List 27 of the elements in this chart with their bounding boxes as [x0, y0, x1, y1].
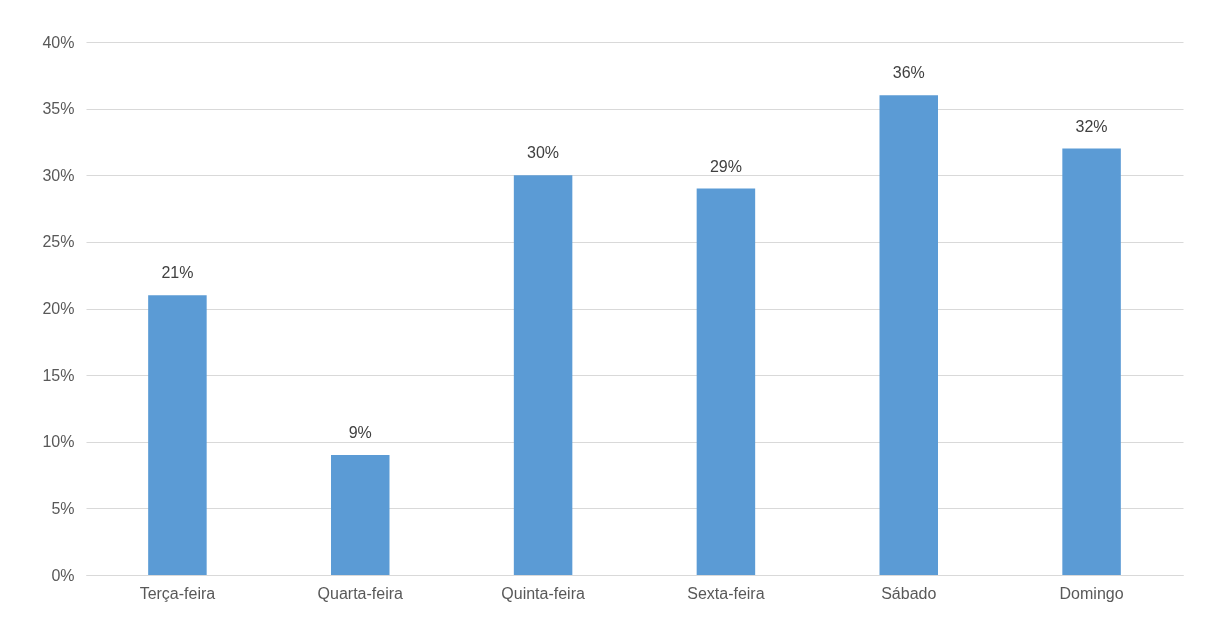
- y-tick-label: 15%: [42, 366, 75, 384]
- data-label: 9%: [348, 424, 372, 442]
- bar: [148, 295, 207, 575]
- y-tick-label: 20%: [42, 300, 75, 317]
- x-tick-label: Sábado: [881, 584, 937, 602]
- y-tick-label: 30%: [42, 166, 75, 184]
- data-label: 30%: [527, 144, 560, 162]
- bar: [1062, 148, 1121, 575]
- data-label: 21%: [161, 264, 194, 282]
- y-tick-label: 35%: [42, 100, 75, 118]
- data-label: 29%: [709, 157, 742, 175]
- x-tick-label: Quinta-feira: [501, 584, 585, 602]
- y-tick-label: 0%: [51, 566, 75, 584]
- x-tick-label: Terça-feira: [139, 584, 216, 602]
- y-tick-label: 10%: [42, 433, 75, 451]
- x-tick-label: Sexta-feira: [687, 584, 765, 602]
- bar: [331, 455, 390, 575]
- y-tick-label: 40%: [42, 33, 75, 51]
- y-tick-label: 25%: [42, 233, 75, 251]
- x-tick-label: Domingo: [1059, 584, 1124, 602]
- data-label: 32%: [1075, 117, 1108, 135]
- bar: [696, 188, 756, 575]
- bar: [879, 95, 938, 575]
- bar: [513, 175, 573, 575]
- y-tick-label: 5%: [51, 499, 75, 517]
- x-tick-label: Quarta-feira: [317, 584, 404, 602]
- data-label: 36%: [892, 64, 925, 82]
